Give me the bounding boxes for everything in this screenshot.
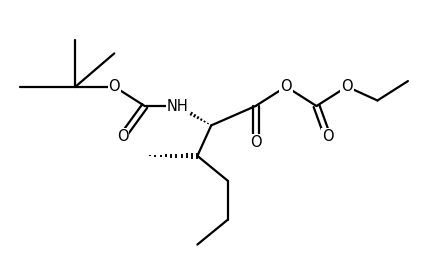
Text: NH: NH — [167, 99, 189, 114]
Text: O: O — [322, 129, 333, 144]
Text: O: O — [250, 135, 262, 150]
Text: O: O — [341, 79, 353, 94]
Text: O: O — [108, 79, 120, 94]
Text: O: O — [280, 79, 292, 94]
Text: O: O — [117, 129, 128, 144]
